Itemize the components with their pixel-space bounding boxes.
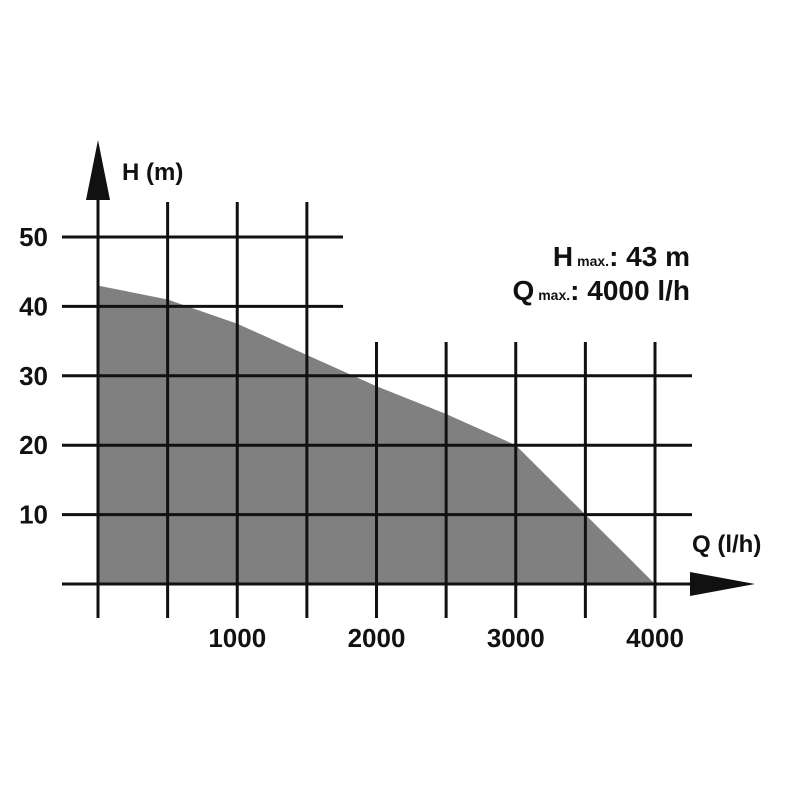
hmax-value: : 43 m bbox=[609, 241, 690, 272]
x-tick-label-3000: 3000 bbox=[487, 623, 545, 653]
x-axis-arrow-icon bbox=[690, 572, 755, 596]
y-tick-label-40: 40 bbox=[19, 291, 48, 321]
y-axis-arrow-icon bbox=[86, 140, 110, 200]
tick-labels: 10 20 30 40 50 1000 2000 3000 4000 bbox=[19, 222, 684, 653]
grid bbox=[62, 202, 692, 618]
y-tick-label-10: 10 bbox=[19, 500, 48, 530]
qmax-subscript: max. bbox=[538, 287, 570, 303]
qmax-value: : 4000 l/h bbox=[570, 275, 690, 306]
y-tick-label-30: 30 bbox=[19, 361, 48, 391]
x-tick-label-4000: 4000 bbox=[626, 623, 684, 653]
y-tick-label-50: 50 bbox=[19, 222, 48, 252]
y-tick-label-20: 20 bbox=[19, 430, 48, 460]
x-tick-label-1000: 1000 bbox=[208, 623, 266, 653]
hmax-symbol: H bbox=[553, 241, 573, 272]
hmax-subscript: max. bbox=[577, 253, 609, 269]
axes bbox=[62, 140, 755, 618]
x-axis-label: Q (l/h) bbox=[692, 531, 761, 558]
x-tick-label-2000: 2000 bbox=[348, 623, 406, 653]
qmax-symbol: Q bbox=[512, 275, 534, 306]
y-axis-label: H (m) bbox=[122, 159, 183, 186]
